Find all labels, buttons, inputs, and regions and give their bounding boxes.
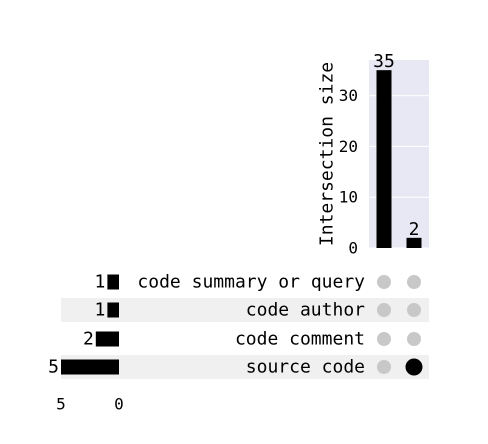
set-size-value-label: 5 <box>48 357 59 378</box>
row-band <box>61 355 429 379</box>
membership-dot-inactive <box>377 332 391 346</box>
set-name-label: source code <box>246 357 365 378</box>
set-name-label: code author <box>246 300 365 321</box>
y-tick-label: 30 <box>339 86 358 105</box>
membership-dot-inactive <box>377 303 391 317</box>
intersection-y-axis-label: Intersection size <box>317 62 338 246</box>
membership-dot-active <box>405 358 423 376</box>
set-size-bar <box>107 274 119 290</box>
membership-dot-inactive <box>407 275 421 289</box>
set-size-bar <box>95 331 119 347</box>
set-size-bar <box>107 302 119 318</box>
set-row-bands <box>61 298 429 379</box>
membership-dot-inactive <box>407 303 421 317</box>
intersection-y-ticks: 0 10 20 30 <box>339 86 358 257</box>
membership-matrix <box>377 275 423 376</box>
set-size-value-label: 1 <box>95 300 106 321</box>
membership-dot-inactive <box>407 332 421 346</box>
set-name-labels: code summary or query code author code com… <box>137 272 365 378</box>
set-size-value-label: 2 <box>83 329 94 350</box>
membership-dot-inactive <box>377 275 391 289</box>
set-name-label: code comment <box>235 329 365 350</box>
intersection-size-panel: 35 2 0 10 20 30 Intersection size <box>317 51 429 258</box>
set-size-bar <box>61 359 119 375</box>
y-tick-label: 20 <box>339 137 358 156</box>
y-tick-label: 0 <box>348 239 358 258</box>
intersection-bar <box>376 70 392 248</box>
set-size-value-label: 1 <box>95 272 106 293</box>
set-size-tick-label: 5 <box>56 395 66 414</box>
set-size-bars <box>61 274 119 375</box>
intersection-bars <box>376 70 422 248</box>
y-tick-label: 10 <box>339 188 358 207</box>
membership-dot-inactive <box>377 360 391 374</box>
intersection-value-label: 35 <box>373 51 395 72</box>
intersection-value-labels: 35 2 <box>373 51 419 240</box>
set-name-label: code summary or query <box>137 272 365 293</box>
row-band <box>61 298 429 322</box>
intersection-bar <box>406 237 422 248</box>
set-size-tick-label: 0 <box>114 395 124 414</box>
intersection-value-label: 2 <box>409 219 420 240</box>
